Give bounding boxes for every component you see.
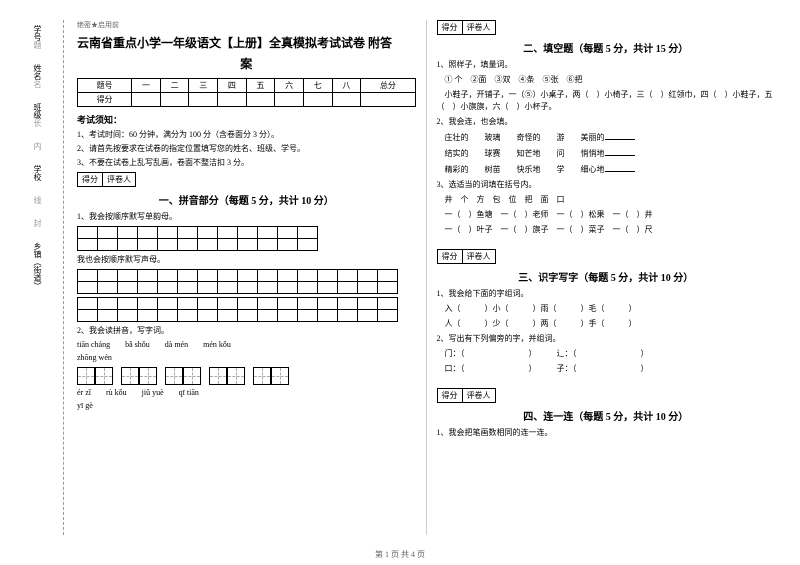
side-mark: 线 (32, 196, 43, 204)
question-text: 3、选适当的词填在括号内。 (437, 179, 776, 191)
pinyin-row: tiān chángbǎ shǒudà ménmén kǒu (77, 340, 416, 349)
exam-title-sub: 案 (77, 55, 416, 72)
question-text: 2、我会读拼音，写字词。 (77, 325, 416, 337)
left-column: 绝密★启用前 云南省重点小学一年级语文【上册】全真模拟考试试卷 附答 案 题号一… (67, 20, 427, 535)
score-box: 得分评卷人 (437, 388, 496, 403)
question-text: 1、照样子，填量词。 (437, 59, 776, 71)
question-text: 精彩的 树苗 快乐地 学 细心地 (437, 163, 776, 176)
side-label: 姓名名 (32, 64, 43, 88)
answer-grid (77, 297, 398, 322)
side-label: 班级长 (32, 103, 43, 127)
fold-line (63, 20, 64, 535)
question-text: 庄壮的 玻璃 奇怪的 游 美丽的 (437, 131, 776, 144)
question-text: 1、我会把笔画数相同的连一连。 (437, 427, 776, 439)
question-text: 1、我会按顺序默写单韵母。 (77, 211, 416, 223)
score-box: 得分评卷人 (77, 172, 136, 187)
table-row: 得分 (78, 93, 416, 107)
question-text: 一（ ）鱼塘 一（ ）老师 一（ ）松果 一（ ）井 (437, 209, 776, 221)
question-text: 我也会按顺序默写声母。 (77, 254, 416, 266)
notice-heading: 考试须知： (77, 113, 416, 126)
side-label: 乡镇（街道） (32, 242, 43, 290)
notice-item: 1、考试时间：60 分钟，满分为 100 分（含卷面分 3 分）。 (77, 129, 416, 140)
content-area: 绝密★启用前 云南省重点小学一年级语文【上册】全真模拟考试试卷 附答 案 题号一… (67, 20, 785, 535)
pinyin-row: ér zǐrù kǒujiǔ yuèqī tiān (77, 388, 416, 397)
score-box: 得分评卷人 (437, 20, 496, 35)
confidential-label: 绝密★启用前 (77, 20, 416, 30)
side-mark: 封 (32, 219, 43, 227)
side-label: 学校 (32, 165, 43, 181)
question-text: 人（ ）少（ ）两（ ）手（ ） (437, 318, 776, 330)
char-box-row (77, 367, 416, 385)
question-text: 2、写出有下列偏旁的字，并组词。 (437, 333, 776, 345)
answer-grid (77, 226, 318, 251)
question-text: 入（ ）小（ ）雨（ ）毛（ ） (437, 303, 776, 315)
question-text: 1、我会给下面的字组词。 (437, 288, 776, 300)
pinyin-text: zhōng wén (77, 352, 416, 364)
page-footer: 第 1 页 共 4 页 (0, 549, 800, 560)
question-text: 门：（ ） 辶：（ ） (437, 348, 776, 360)
question-text: 口：（ ） 子：（ ） (437, 363, 776, 375)
question-text: 结实的 球赛 知芒地 问 悄悄地 (437, 147, 776, 160)
binding-sidebar: 学号题 姓名名 班级长 内 学校 线 封 乡镇（街道） (15, 20, 60, 535)
right-column: 得分评卷人 二、填空题（每题 5 分，共计 15 分） 1、照样子，填量词。 ①… (427, 20, 786, 535)
answer-grid (77, 269, 398, 294)
question-text: 井 个 方 包 位 把 面 口 (437, 194, 776, 206)
score-summary-table: 题号一二三四五六七八总分 得分 (77, 78, 416, 107)
question-text: 一（ ）叶子 一（ ）旗子 一（ ）菜子 一（ ）尺 (437, 224, 776, 236)
side-label: 学号题 (32, 25, 43, 49)
section-heading: 三、识字写字（每题 5 分，共计 10 分） (437, 269, 776, 284)
section-heading: 四、连一连（每题 5 分，共计 10 分） (437, 408, 776, 423)
section-heading: 二、填空题（每题 5 分，共计 15 分） (437, 40, 776, 55)
pinyin-text: yī gè (77, 400, 416, 412)
question-text: ① 个 ②面 ③双 ④条 ⑤张 ⑥把 (437, 74, 776, 86)
notice-item: 2、请首先按要求在试卷的指定位置填写您的姓名、班级、学号。 (77, 143, 416, 154)
section-heading: 一、拼音部分（每题 5 分，共计 10 分） (77, 192, 416, 207)
question-text: 2、我会连，也会填。 (437, 116, 776, 128)
question-text: 小鞋子，开铺子，一（⑤）小桌子，两（ ）小椅子，三（ ）红领巾，四（ ）小鞋子，… (437, 89, 776, 113)
notice-item: 3、不要在试卷上乱写乱画，卷面不整洁扣 3 分。 (77, 157, 416, 168)
exam-title: 云南省重点小学一年级语文【上册】全真模拟考试试卷 附答 (77, 34, 416, 51)
score-box: 得分评卷人 (437, 249, 496, 264)
side-mark: 内 (32, 142, 43, 150)
table-row: 题号一二三四五六七八总分 (78, 79, 416, 93)
exam-page: 学号题 姓名名 班级长 内 学校 线 封 乡镇（街道） 绝密★启用前 云南省重点… (0, 0, 800, 540)
